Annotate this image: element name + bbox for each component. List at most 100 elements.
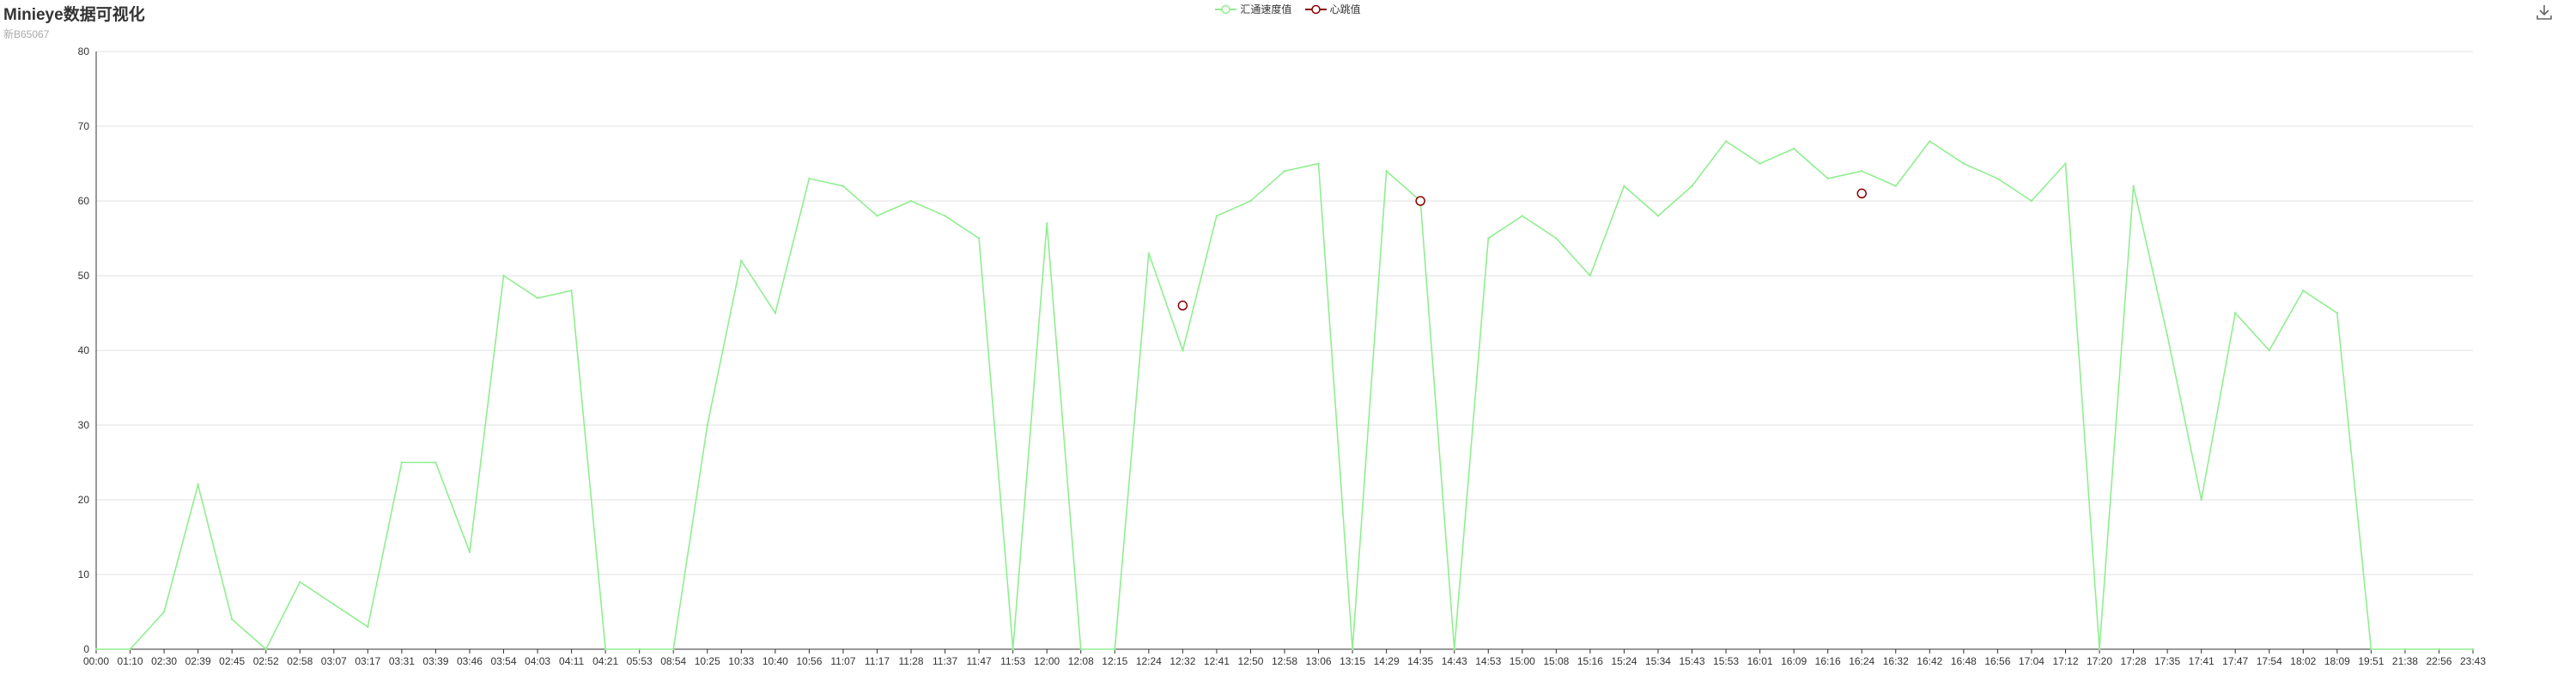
speed-line (96, 140, 2473, 651)
speed-point (2200, 498, 2202, 502)
x-tick-label: 16:16 (1815, 655, 1841, 667)
x-tick-label: 18:02 (2290, 655, 2316, 667)
x-tick-label: 21:38 (2392, 655, 2418, 667)
x-tick-label: 22:56 (2426, 655, 2451, 667)
x-tick-label: 14:29 (1374, 655, 1400, 667)
speed-point (1861, 170, 1863, 173)
x-tick-label: 18:09 (2324, 655, 2350, 667)
x-tick-label: 16:32 (1883, 655, 1909, 667)
legend-item-speed[interactable]: 汇通速度值 (1215, 2, 1291, 16)
speed-point (94, 647, 98, 651)
speed-point (1724, 140, 1728, 143)
x-tick-label: 11:07 (830, 655, 855, 667)
speed-point (230, 618, 234, 621)
x-tick-label: 17:20 (2087, 655, 2112, 667)
x-tick-label: 12:50 (1237, 655, 1263, 667)
x-tick-label: 12:58 (1272, 655, 1297, 667)
x-tick-label: 17:35 (2154, 655, 2180, 667)
speed-point (1759, 162, 1761, 165)
y-tick-label: 40 (78, 344, 90, 356)
speed-point (1487, 237, 1490, 240)
x-tick-label: 15:24 (1611, 655, 1637, 667)
legend: 汇通速度值 心跳值 (0, 2, 2576, 18)
speed-point (299, 581, 301, 583)
speed-point (536, 296, 539, 300)
x-tick-label: 17:12 (2052, 655, 2078, 667)
legend-item-heart[interactable]: 心跳值 (1304, 2, 1361, 16)
x-tick-label: 23:43 (2460, 655, 2486, 667)
y-tick-label: 70 (78, 120, 90, 132)
speed-point (2268, 349, 2270, 352)
x-tick-label: 11:47 (967, 655, 992, 667)
x-tick-label: 12:41 (1204, 655, 1230, 667)
speed-point (1623, 185, 1625, 187)
speed-point (1249, 199, 1252, 203)
speed-point (1215, 215, 1218, 217)
heart-point (1415, 196, 1425, 206)
speed-point (1656, 215, 1660, 217)
speed-point (1385, 170, 1388, 173)
legend-speed-label: 汇通速度值 (1240, 3, 1292, 15)
legend-heart-icon (1304, 4, 1327, 14)
speed-point (2166, 334, 2169, 337)
speed-point (2302, 289, 2305, 292)
x-tick-label: 15:08 (1543, 655, 1569, 667)
x-tick-label: 15:43 (1679, 655, 1704, 667)
x-tick-label: 04:03 (525, 655, 550, 667)
x-tick-label: 08:54 (660, 655, 686, 667)
grid-lines (96, 51, 2473, 575)
x-tick-label: 15:34 (1645, 655, 1671, 667)
y-tick-label: 50 (78, 270, 90, 282)
speed-point (332, 603, 335, 605)
speed-point (2438, 647, 2440, 651)
speed-point (1555, 237, 1558, 240)
speed-point (1012, 647, 1014, 651)
x-tick-label: 16:42 (1917, 655, 1942, 667)
speed-point (1079, 647, 1082, 651)
speed-point (1826, 177, 1829, 180)
speed-point (1792, 147, 1795, 150)
x-tick-label: 03:46 (457, 655, 483, 667)
series-speed (94, 140, 2475, 651)
speed-point (604, 647, 607, 651)
y-tick-label: 60 (78, 195, 90, 207)
x-tick-label: 00:00 (83, 655, 109, 667)
x-tick-label: 19:51 (2358, 655, 2384, 667)
speed-point (841, 185, 845, 187)
x-tick-label: 12:15 (1102, 655, 1127, 667)
chart-subtitle: 新B65067 (3, 28, 50, 40)
x-tick-label: 12:32 (1170, 655, 1195, 667)
download-icon[interactable] (2535, 3, 2554, 21)
speed-point (876, 215, 878, 217)
speed-point (264, 647, 267, 651)
x-tick-label: 16:48 (1951, 655, 1977, 667)
x-tick-label: 03:07 (321, 655, 347, 667)
speed-point (909, 199, 913, 203)
x-tick-label: 13:06 (1306, 655, 1332, 667)
speed-point (1283, 170, 1286, 173)
speed-point (468, 550, 471, 554)
x-tick-label: 17:54 (2257, 655, 2282, 667)
x-tick-label: 17:04 (2019, 655, 2044, 667)
speed-point (1929, 140, 1931, 143)
speed-point (2336, 312, 2339, 314)
speed-point (1962, 162, 1965, 165)
speed-point (1894, 185, 1897, 187)
speed-point (808, 177, 811, 180)
legend-speed-icon (1215, 4, 1237, 14)
x-tick-label: 02:52 (253, 655, 279, 667)
x-tick-label: 11:28 (898, 655, 923, 667)
speed-point (1996, 177, 1999, 180)
speed-point (774, 312, 777, 314)
speed-point (2030, 199, 2033, 203)
x-tick-label: 11:37 (933, 655, 957, 667)
speed-point (1589, 274, 1592, 277)
speed-point (1351, 647, 1354, 651)
x-tick-label: 17:28 (2121, 655, 2147, 667)
chart-title: Minieye数据可视化 (3, 6, 145, 24)
x-tick-label: 03:17 (355, 655, 380, 667)
y-tick-label: 0 (83, 643, 89, 655)
y-tick-label: 10 (78, 568, 90, 581)
x-tick-label: 02:39 (185, 655, 211, 667)
